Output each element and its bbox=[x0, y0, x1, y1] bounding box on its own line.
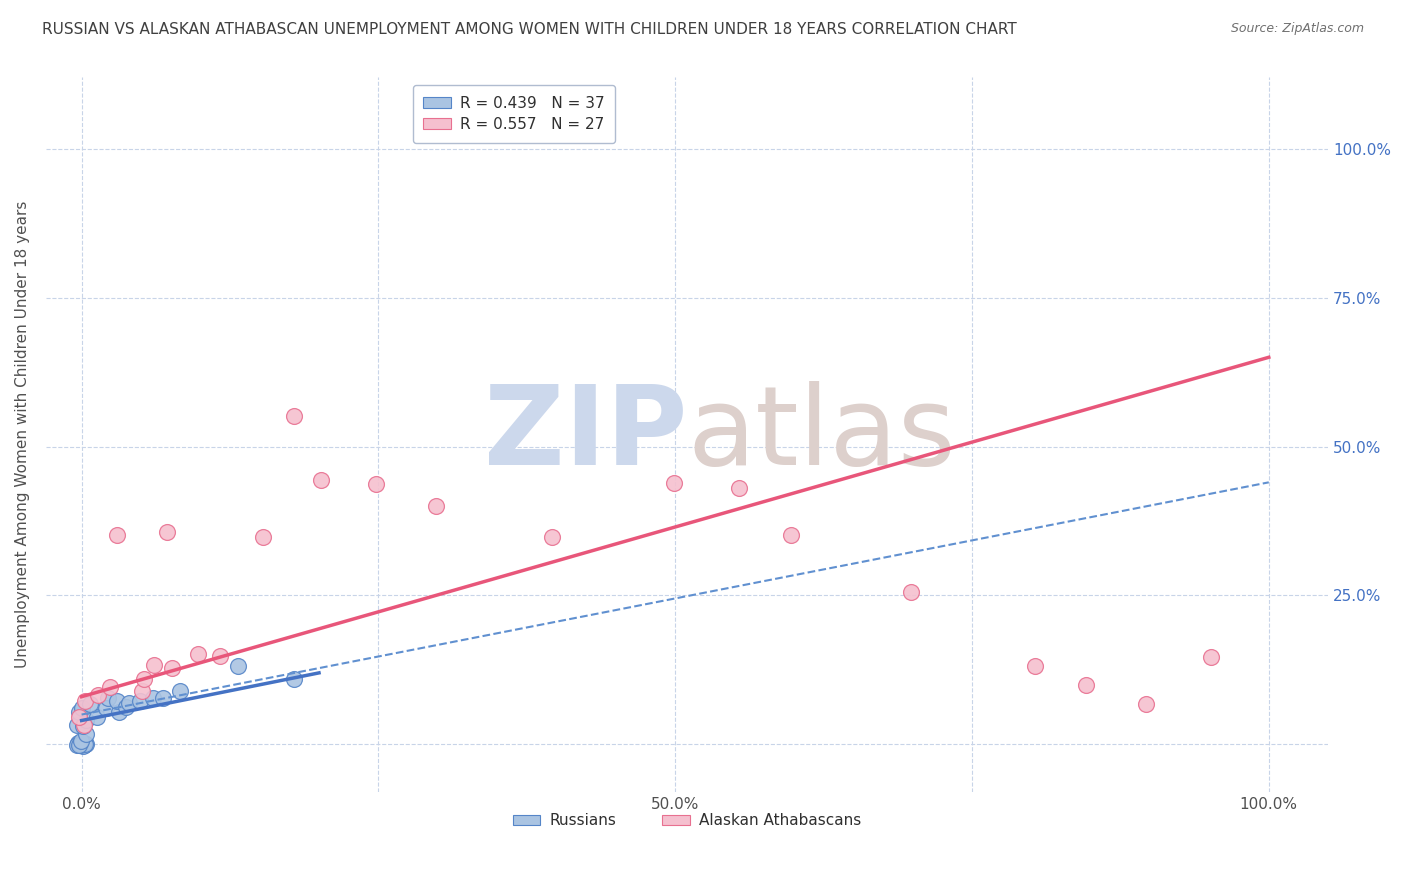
Point bbox=[208, 648, 231, 663]
Point bbox=[662, 475, 685, 490]
Point bbox=[70, 735, 93, 749]
Point bbox=[70, 733, 93, 747]
Point bbox=[67, 738, 90, 752]
Point bbox=[75, 713, 97, 727]
Point bbox=[73, 694, 96, 708]
Point bbox=[75, 737, 97, 751]
Point bbox=[73, 736, 96, 750]
Point bbox=[70, 738, 93, 752]
Point bbox=[142, 691, 165, 706]
Point bbox=[73, 717, 96, 731]
Point bbox=[72, 719, 94, 733]
Point bbox=[425, 500, 447, 514]
Text: Source: ZipAtlas.com: Source: ZipAtlas.com bbox=[1230, 22, 1364, 36]
Point bbox=[1076, 677, 1098, 691]
Point bbox=[67, 706, 90, 720]
Point bbox=[94, 701, 117, 715]
Text: RUSSIAN VS ALASKAN ATHABASCAN UNEMPLOYMENT AMONG WOMEN WITH CHILDREN UNDER 18 YE: RUSSIAN VS ALASKAN ATHABASCAN UNEMPLOYME… bbox=[42, 22, 1017, 37]
Point bbox=[70, 738, 93, 752]
Point bbox=[160, 661, 183, 675]
Point bbox=[75, 727, 97, 741]
Point bbox=[131, 683, 153, 698]
Point bbox=[66, 736, 89, 750]
Point bbox=[1024, 659, 1046, 673]
Point bbox=[105, 528, 128, 542]
Point bbox=[87, 688, 110, 702]
Point bbox=[67, 738, 90, 752]
Point bbox=[98, 680, 121, 694]
Point bbox=[70, 700, 93, 714]
Point bbox=[66, 737, 89, 751]
Point bbox=[72, 739, 94, 753]
Point bbox=[97, 690, 120, 705]
Point bbox=[540, 530, 562, 544]
Point bbox=[73, 739, 96, 753]
Point bbox=[67, 710, 90, 724]
Point bbox=[152, 690, 174, 705]
Text: ZIP: ZIP bbox=[484, 381, 688, 488]
Point bbox=[66, 738, 89, 752]
Point bbox=[108, 706, 131, 720]
Point bbox=[1199, 649, 1222, 664]
Text: atlas: atlas bbox=[688, 381, 956, 488]
Point bbox=[187, 647, 209, 661]
Point bbox=[900, 584, 922, 599]
Point bbox=[69, 737, 91, 751]
Point bbox=[86, 709, 108, 723]
Point bbox=[252, 530, 274, 544]
Point bbox=[128, 694, 150, 708]
Y-axis label: Unemployment Among Women with Children Under 18 years: Unemployment Among Women with Children U… bbox=[15, 201, 30, 668]
Point bbox=[115, 700, 138, 714]
Point bbox=[156, 525, 179, 540]
Point bbox=[79, 697, 101, 711]
Point bbox=[727, 481, 749, 495]
Point bbox=[283, 672, 305, 686]
Point bbox=[364, 476, 387, 491]
Point bbox=[73, 738, 96, 752]
Point bbox=[75, 737, 97, 751]
Point bbox=[1135, 698, 1157, 712]
Point bbox=[70, 738, 93, 752]
Point bbox=[118, 696, 141, 710]
Point bbox=[309, 473, 332, 487]
Point bbox=[69, 738, 91, 752]
Point bbox=[228, 658, 250, 673]
Point bbox=[283, 409, 305, 423]
Point bbox=[66, 718, 89, 732]
Point bbox=[780, 527, 803, 541]
Point bbox=[169, 684, 191, 698]
Point bbox=[105, 693, 128, 707]
Point bbox=[143, 657, 166, 672]
Point bbox=[132, 672, 155, 686]
Legend: Russians, Alaskan Athabascans: Russians, Alaskan Athabascans bbox=[506, 807, 868, 834]
